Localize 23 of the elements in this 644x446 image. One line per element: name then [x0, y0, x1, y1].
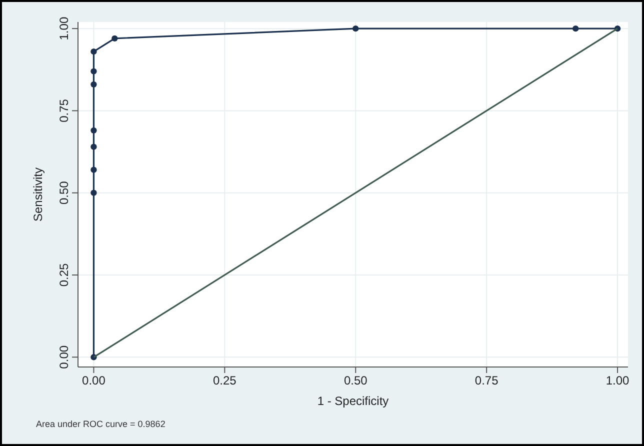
text: Area under ROC curve = 0.9862 [36, 419, 166, 429]
x-tick-label: 0.25 [212, 374, 237, 388]
y-tick-label: 0.50 [57, 180, 71, 205]
y-tick-label: 0.75 [57, 98, 71, 122]
x-axis-title: 1 - Specificity [317, 394, 389, 408]
point [112, 35, 118, 42]
point [90, 190, 97, 196]
point [352, 25, 359, 32]
point [572, 25, 579, 32]
y-tick-label: 1.00 [57, 16, 71, 40]
x-tick-label: 0.75 [474, 374, 499, 388]
point [90, 127, 97, 134]
x-tick-label: 0.50 [344, 374, 368, 388]
y-tick-label: 0.25 [57, 263, 71, 287]
point [90, 48, 97, 55]
point [90, 144, 97, 150]
point [90, 81, 97, 88]
x-tick-label: 0.00 [82, 374, 106, 388]
x-tick-label: 1.00 [606, 374, 630, 388]
y-tick-label: 0.00 [57, 345, 71, 369]
point [90, 68, 97, 74]
point [90, 166, 97, 173]
y-axis-title: Sensitivity [31, 167, 45, 222]
